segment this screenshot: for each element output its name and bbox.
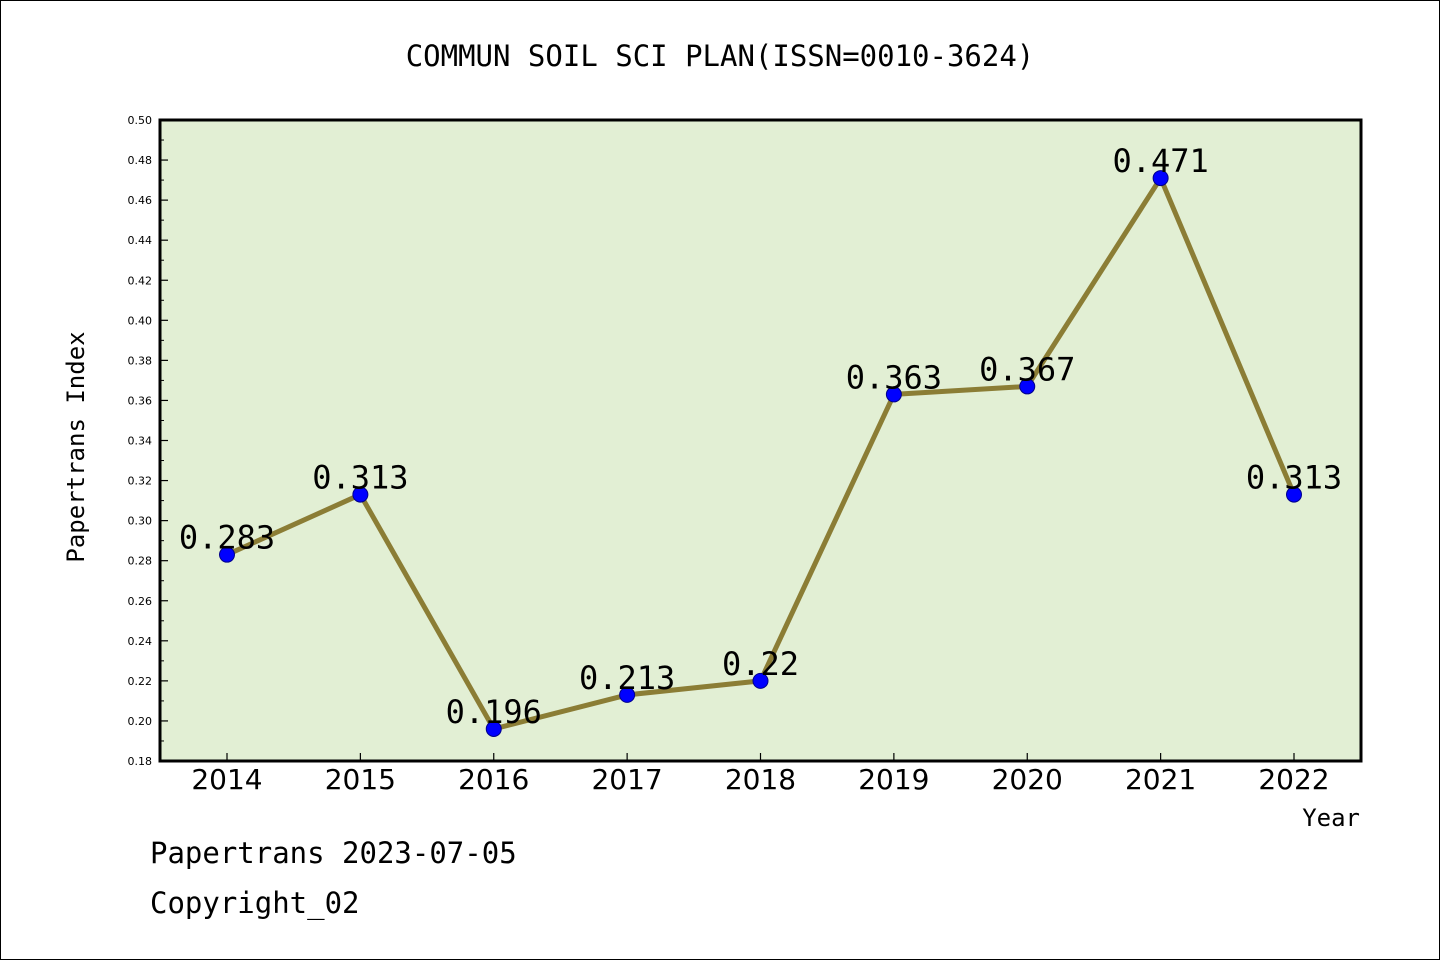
y-axis-title: Papertrans Index [62, 331, 90, 562]
data-label: 0.363 [846, 358, 942, 396]
x-tick-label: 2019 [858, 763, 929, 796]
x-axis-title: Year [1302, 804, 1360, 832]
y-tick-label: 0.38 [128, 354, 153, 367]
y-tick-label: 0.28 [128, 555, 153, 568]
y-tick-label: 0.30 [128, 515, 153, 528]
data-point [1152, 170, 1169, 187]
data-point [1019, 378, 1036, 395]
x-tick-label: 2015 [325, 763, 396, 796]
x-tick-label: 2017 [591, 763, 662, 796]
x-tick-label: 2021 [1125, 763, 1196, 796]
y-tick-label: 0.44 [128, 234, 153, 247]
x-axis: 2014 2015 2016 2017 2018 2019 2020 2021 2022 [191, 753, 1330, 796]
data-point [485, 720, 502, 737]
data-label: 0.283 [179, 519, 275, 557]
y-tick-label: 0.48 [128, 154, 153, 167]
data-label: 0.313 [312, 459, 408, 497]
y-tick-label: 0.46 [128, 194, 153, 207]
y-tick-label: 0.22 [128, 675, 153, 688]
y-tick-label: 0.34 [128, 435, 153, 448]
y-tick-label: 0.18 [128, 755, 153, 768]
data-point [352, 486, 369, 503]
footer-date: Papertrans 2023-07-05 [150, 836, 517, 870]
data-label: 0.22 [722, 645, 799, 683]
data-label: 0.367 [979, 350, 1075, 388]
data-point [219, 546, 235, 563]
y-tick-label: 0.24 [128, 635, 153, 648]
y-tick-label: 0.42 [128, 274, 153, 287]
data-labels: 0.283 0.313 0.196 0.213 0.22 0.363 0.367 0.471 0… [179, 142, 1342, 731]
data-point [885, 386, 902, 403]
data-label: 0.213 [579, 659, 675, 697]
y-tick-label: 0.32 [128, 475, 153, 488]
x-tick-label: 2018 [725, 763, 796, 796]
data-label: 0.196 [446, 693, 542, 731]
x-tick-label: 2014 [191, 763, 262, 796]
y-axis: 0.18 0.20 0.22 0.24 0.26 0.28 0.30 0.32 0.34 0.36… [128, 114, 168, 768]
data-label: 0.471 [1112, 142, 1208, 180]
plot-area [158, 118, 1363, 763]
data-point [619, 686, 636, 703]
data-label: 0.313 [1246, 459, 1342, 497]
x-tick-label: 2016 [458, 763, 529, 796]
y-tick-label: 0.20 [128, 715, 153, 728]
footer-copyright: Copyright_02 [150, 886, 360, 920]
y-tick-label: 0.40 [128, 314, 153, 327]
y-tick-label: 0.36 [128, 394, 153, 407]
x-tick-label: 2022 [1258, 763, 1329, 796]
data-point [752, 672, 769, 689]
chart-title: COMMUN SOIL SCI PLAN(ISSN=0010-3624) [406, 39, 1035, 73]
x-tick-label: 2020 [992, 763, 1063, 796]
data-series [219, 170, 1302, 737]
y-tick-label: 0.26 [128, 595, 153, 608]
y-tick-label: 0.50 [128, 114, 153, 127]
data-point [1286, 486, 1302, 503]
